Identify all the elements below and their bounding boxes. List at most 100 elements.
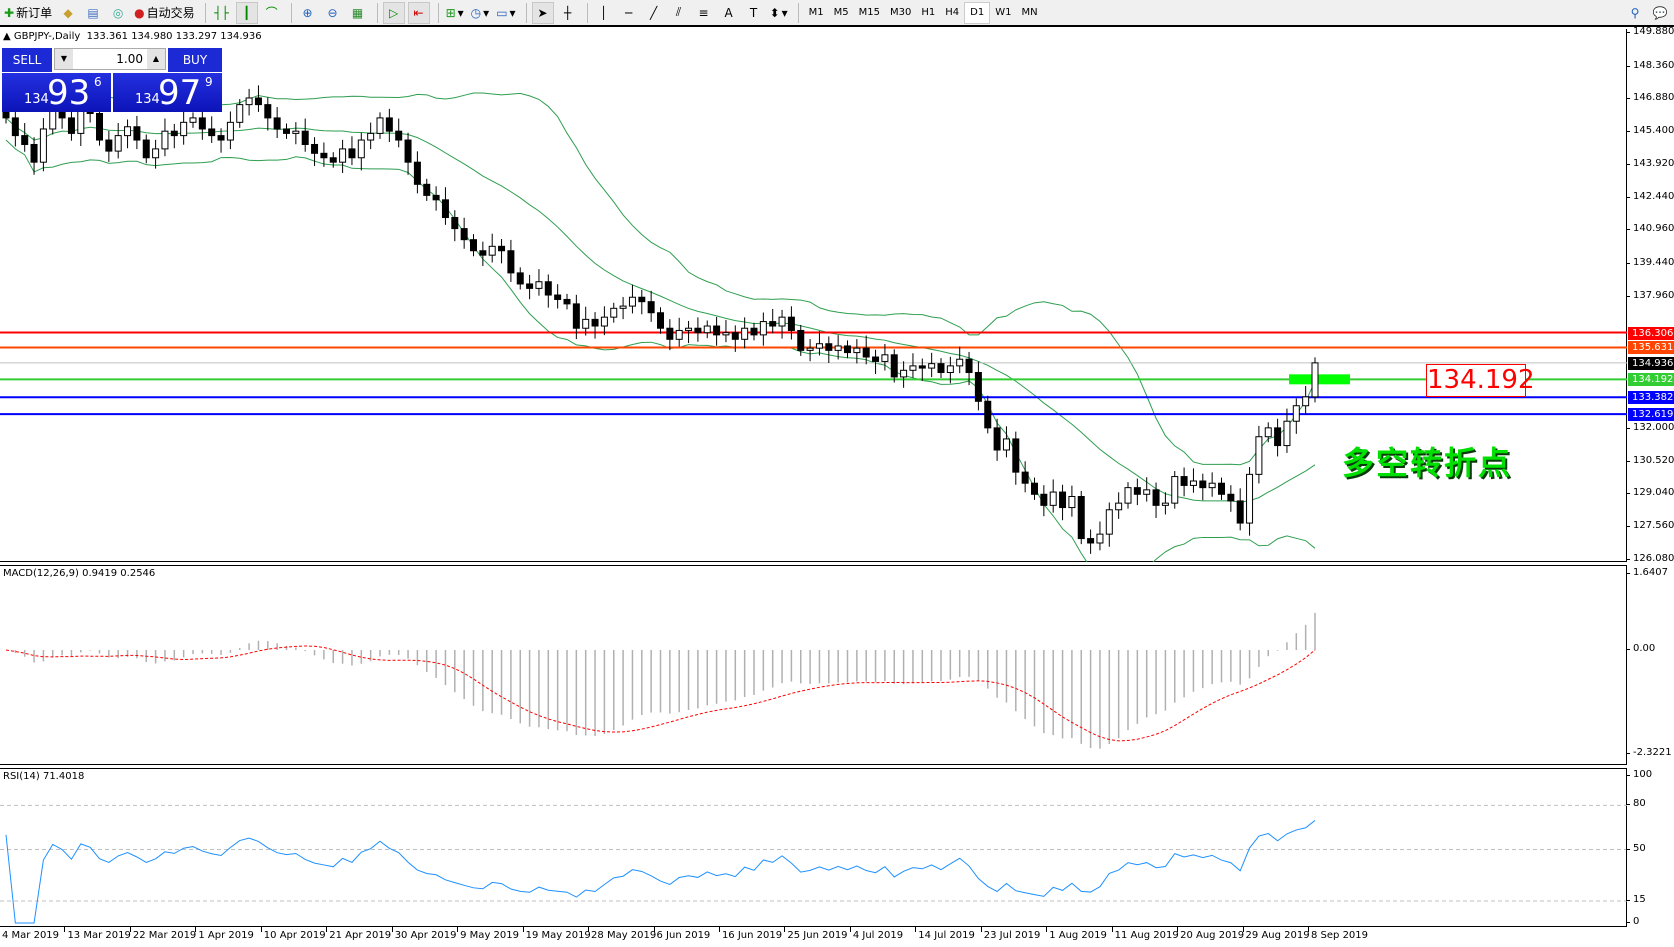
text-button[interactable]: A xyxy=(718,2,740,24)
candle xyxy=(245,88,253,116)
market-watch-button[interactable]: ▤ xyxy=(82,2,104,24)
lot-increase-button[interactable]: ▲ xyxy=(147,49,165,69)
line-chart-icon: ⌒ xyxy=(265,6,278,20)
trendline-icon: ╱ xyxy=(649,5,658,20)
candle xyxy=(96,107,103,146)
candle xyxy=(39,118,47,172)
timeframe-m15[interactable]: M15 xyxy=(858,7,881,18)
indicators-button[interactable]: ⊞ ▾ xyxy=(445,5,464,20)
chart-shift-button[interactable]: ⇤ xyxy=(407,1,430,24)
candle-body xyxy=(1012,438,1020,473)
candle xyxy=(1227,485,1235,512)
candle-body xyxy=(404,139,412,163)
buy-price[interactable]: 134 97 9 xyxy=(113,72,222,112)
candle-body xyxy=(1059,491,1067,509)
candle-body xyxy=(619,305,627,309)
macd-pane[interactable]: MACD(12,26,9) 0.9419 0.2546 xyxy=(0,565,1627,765)
tile-windows-icon: ▦ xyxy=(351,5,364,20)
timeframe-mn[interactable]: MN xyxy=(1021,7,1038,18)
timeframe-m1[interactable]: M1 xyxy=(808,7,824,18)
candle-body xyxy=(283,128,290,134)
sell-button[interactable]: SELL xyxy=(2,48,52,72)
candle-body xyxy=(881,354,889,362)
templates-button[interactable]: ▭ ▾ xyxy=(496,5,516,20)
candle xyxy=(264,97,272,131)
auto-trading-button[interactable]: ● 自动交易 xyxy=(134,5,195,21)
text-label-icon: T xyxy=(749,5,758,20)
lot-decrease-button[interactable]: ▼ xyxy=(55,49,73,69)
trendline-button[interactable]: ╱ xyxy=(643,2,665,24)
candle xyxy=(357,132,365,171)
candle xyxy=(572,294,580,340)
candle xyxy=(937,358,945,379)
candle xyxy=(423,178,431,201)
candle xyxy=(591,312,599,339)
candle-body xyxy=(713,325,721,336)
timeframe-m30[interactable]: M30 xyxy=(890,7,912,18)
candle xyxy=(226,111,234,150)
candle-body xyxy=(152,148,160,159)
lot-size-field[interactable]: ▼ 1.00 ▲ xyxy=(54,48,166,70)
zoom-out-button[interactable]: ⊖ xyxy=(322,2,344,24)
horizontal-line-button[interactable]: ─ xyxy=(618,2,640,24)
signals-button[interactable]: ◎ xyxy=(107,2,129,24)
search-button[interactable]: ⚲ xyxy=(1624,2,1646,24)
candle-body xyxy=(1124,487,1132,504)
candle-body xyxy=(49,110,57,130)
chat-icon: 💬 xyxy=(1652,5,1668,20)
candle-body xyxy=(591,318,599,327)
candle-body xyxy=(1264,427,1272,438)
price-label-box[interactable]: 134.192 xyxy=(1426,364,1535,397)
candle-body xyxy=(208,128,216,137)
chat-button[interactable]: 💬 xyxy=(1649,2,1671,24)
candlestick-button[interactable]: ┃ xyxy=(235,1,258,24)
candle xyxy=(516,267,524,290)
bar-chart-button[interactable]: ┤├ xyxy=(211,2,233,24)
candle xyxy=(1246,467,1254,536)
vertical-line-button[interactable]: │ xyxy=(593,2,615,24)
rsi-pane[interactable]: RSI(14) 71.4018 xyxy=(0,768,1627,927)
timeframe-d1[interactable]: D1 xyxy=(964,1,991,24)
zoom-in-button[interactable]: ⊕ xyxy=(297,2,319,24)
tile-windows-button[interactable]: ▦ xyxy=(347,2,369,24)
timeframe-m5[interactable]: M5 xyxy=(833,7,849,18)
cursor-button[interactable]: ➤ xyxy=(531,1,554,24)
rsi-tick: 50 xyxy=(1626,843,1646,854)
candle xyxy=(460,217,468,249)
channel-button[interactable]: ⫽ xyxy=(668,2,690,24)
candle-body xyxy=(554,294,562,300)
auto-scroll-button[interactable]: ▷ xyxy=(382,1,405,24)
candle-body xyxy=(367,132,375,141)
candle-body xyxy=(292,130,300,134)
new-order-button[interactable]: ✚ 新订单 xyxy=(4,5,53,21)
price-chart[interactable]: ▲ GBPJPY-,Daily 133.361 134.980 133.297 … xyxy=(0,29,1627,562)
sell-price[interactable]: 134 93 6 xyxy=(2,72,111,112)
candle-body xyxy=(376,117,384,134)
annotation-text[interactable]: 多空转折点 xyxy=(1342,444,1513,482)
history-button[interactable]: ◆ xyxy=(57,2,79,24)
timeframe-h4[interactable]: H4 xyxy=(945,7,960,18)
candle-body xyxy=(666,327,674,340)
candle-body xyxy=(526,283,534,289)
buy-button[interactable]: BUY xyxy=(168,48,222,72)
crosshair-button[interactable]: ┼ xyxy=(557,2,579,24)
sell-price-big-figure: 134 xyxy=(24,92,49,107)
candle xyxy=(787,306,795,340)
price-tick: 145.400 xyxy=(1625,125,1674,136)
periods-button[interactable]: ◷ ▾ xyxy=(470,5,490,20)
line-chart-button[interactable]: ⌒ xyxy=(261,2,283,24)
text-label-button[interactable]: T xyxy=(743,2,765,24)
fibonacci-button[interactable]: ≡ xyxy=(693,2,715,24)
candle-body xyxy=(647,301,655,314)
candle xyxy=(441,187,449,225)
candle xyxy=(974,361,982,411)
candle-body xyxy=(900,369,908,378)
rsi-tick: 80 xyxy=(1626,798,1646,809)
arrows-button[interactable]: ⬍ ▾ xyxy=(769,5,788,20)
timeframe-h1[interactable]: H1 xyxy=(921,7,936,18)
candle-body xyxy=(11,117,19,137)
candle xyxy=(610,302,618,323)
candle xyxy=(993,418,1001,461)
candle-body xyxy=(460,228,468,241)
timeframe-w1[interactable]: W1 xyxy=(995,7,1012,18)
